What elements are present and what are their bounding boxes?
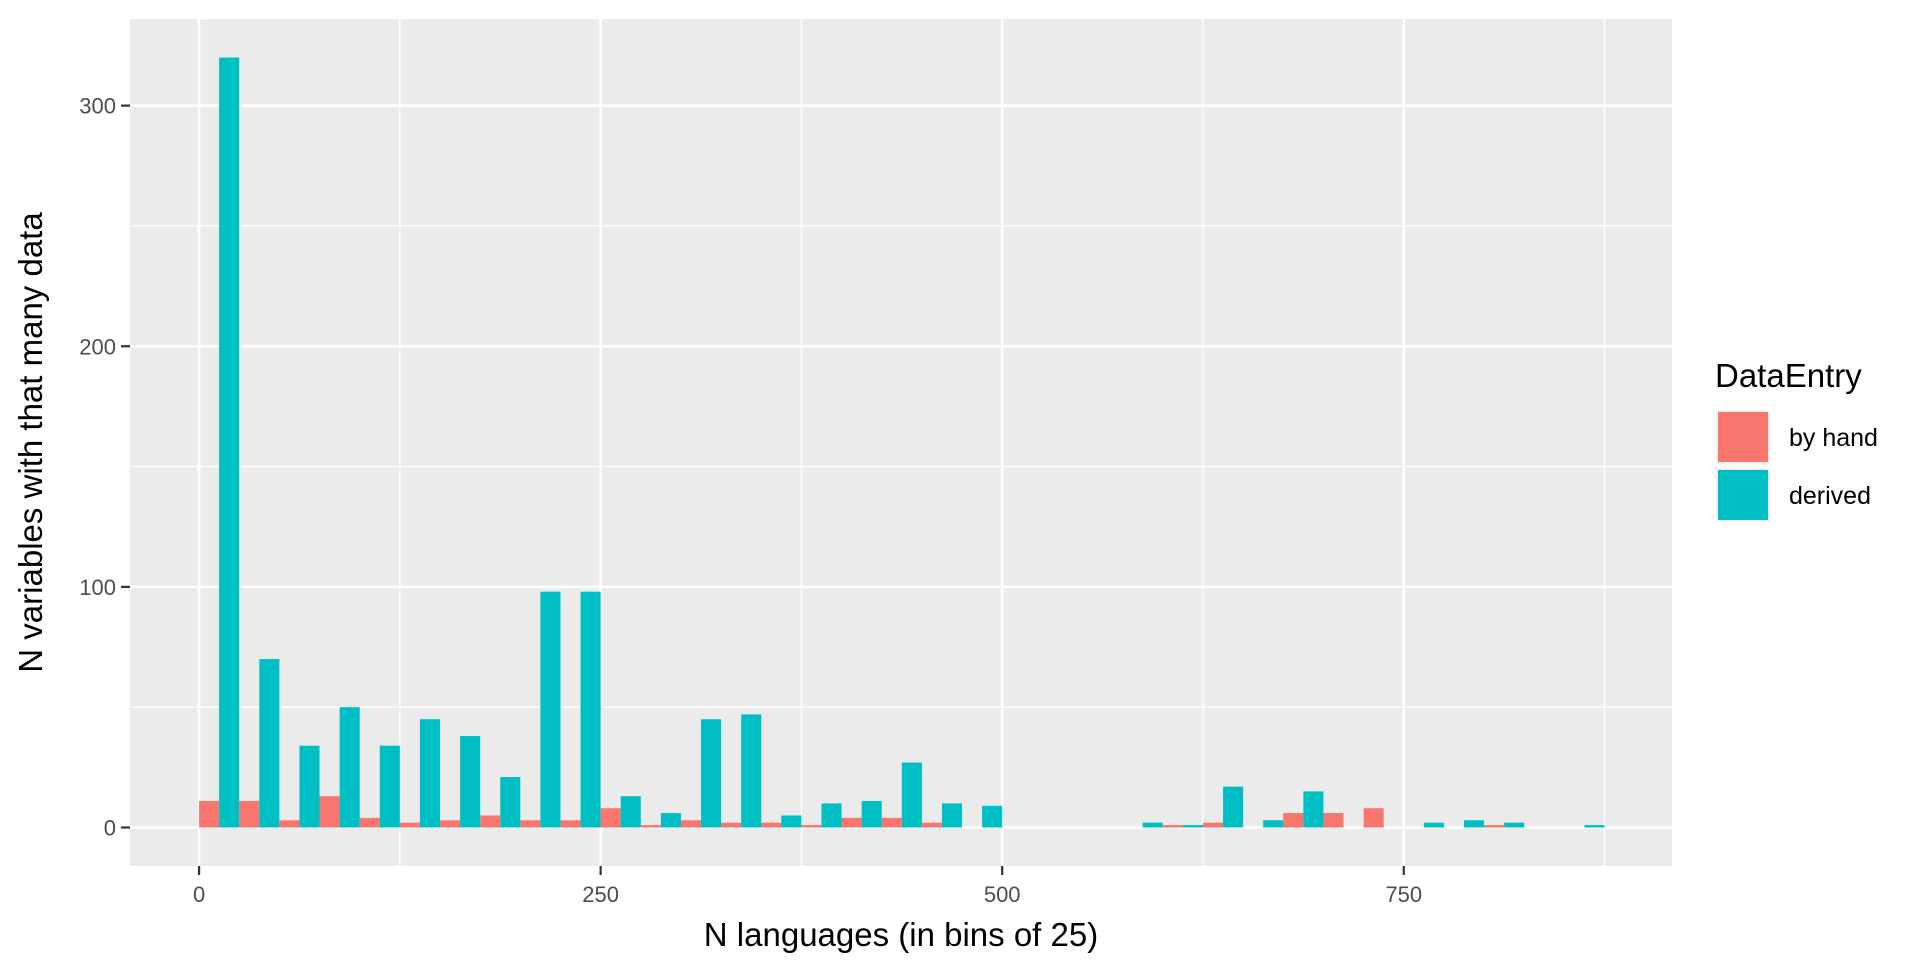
legend-label: by hand bbox=[1789, 424, 1878, 452]
bar-by-hand bbox=[399, 822, 420, 828]
bars bbox=[199, 57, 1605, 828]
bar-derived bbox=[460, 736, 481, 828]
legend-label: derived bbox=[1789, 482, 1871, 510]
bar-by-hand bbox=[881, 817, 902, 828]
y-tick-label: 0 bbox=[104, 816, 116, 841]
bar-derived bbox=[620, 796, 641, 828]
bar-by-hand bbox=[239, 801, 260, 828]
bar-by-hand bbox=[560, 820, 581, 828]
bar-derived bbox=[540, 591, 561, 828]
bar-derived bbox=[299, 745, 320, 828]
bar-by-hand bbox=[600, 808, 621, 828]
bar-by-hand bbox=[1162, 825, 1183, 828]
y-tick-label: 200 bbox=[79, 334, 116, 359]
x-axis-ticks: 0 250 500 750 bbox=[193, 866, 1422, 907]
bar-by-hand bbox=[921, 822, 942, 828]
bar-derived bbox=[259, 659, 280, 828]
bar-by-hand bbox=[801, 825, 822, 828]
x-axis-title: N languages (in bins of 25) bbox=[704, 916, 1098, 953]
bar-by-hand bbox=[480, 815, 501, 828]
bar-derived bbox=[379, 745, 400, 828]
bar-derived bbox=[1303, 791, 1324, 828]
bar-derived bbox=[1463, 820, 1485, 828]
y-axis-ticks: 0 100 200 300 bbox=[79, 94, 130, 841]
bar-by-hand bbox=[319, 796, 340, 828]
bar-derived bbox=[941, 803, 963, 828]
legend-swatch bbox=[1718, 412, 1768, 462]
bar-derived bbox=[339, 707, 360, 828]
bar-derived bbox=[1504, 822, 1525, 828]
bar-derived bbox=[741, 714, 762, 828]
bar-derived bbox=[1584, 825, 1605, 828]
bar-by-hand bbox=[1484, 825, 1505, 828]
bar-derived bbox=[500, 776, 521, 828]
y-tick-label: 300 bbox=[79, 94, 116, 119]
bar-by-hand bbox=[520, 820, 541, 828]
legend: DataEntry by hand derived bbox=[1715, 357, 1878, 522]
bar-by-hand bbox=[279, 820, 300, 828]
bar-derived bbox=[419, 719, 441, 828]
bar-by-hand bbox=[440, 820, 461, 828]
x-tick-label: 500 bbox=[984, 882, 1021, 907]
bar-derived bbox=[660, 813, 681, 828]
bar-derived bbox=[1263, 820, 1284, 828]
bar-derived bbox=[1223, 786, 1244, 828]
bar-derived bbox=[901, 762, 922, 828]
minor-gridlines bbox=[130, 19, 1672, 866]
bar-derived bbox=[821, 803, 842, 828]
bar-by-hand bbox=[359, 817, 380, 828]
y-tick-label: 100 bbox=[79, 575, 116, 600]
bar-by-hand bbox=[721, 822, 742, 828]
bar-by-hand bbox=[1363, 808, 1384, 828]
x-tick-label: 750 bbox=[1385, 882, 1422, 907]
legend-title: DataEntry bbox=[1715, 357, 1862, 394]
bar-derived bbox=[1142, 822, 1163, 828]
x-tick-label: 250 bbox=[582, 882, 619, 907]
plot-panel bbox=[130, 19, 1672, 866]
bar-derived bbox=[701, 719, 722, 828]
bar-by-hand bbox=[841, 817, 862, 828]
major-gridlines bbox=[130, 19, 1672, 866]
legend-swatch bbox=[1718, 470, 1768, 520]
bar-by-hand bbox=[640, 825, 661, 828]
bar-by-hand bbox=[199, 801, 220, 828]
bar-by-hand bbox=[1283, 813, 1304, 828]
bar-derived bbox=[1182, 825, 1203, 828]
bar-by-hand bbox=[1323, 813, 1344, 828]
bar-derived bbox=[219, 57, 240, 828]
x-tick-label: 0 bbox=[193, 882, 205, 907]
bar-by-hand bbox=[761, 822, 782, 828]
bar-derived bbox=[861, 801, 882, 828]
bar-derived bbox=[580, 591, 601, 828]
bar-by-hand bbox=[1202, 822, 1224, 828]
bar-derived bbox=[982, 805, 1003, 828]
bar-by-hand bbox=[680, 820, 702, 828]
y-axis-title: N variables with that many data bbox=[12, 212, 49, 673]
bar-derived bbox=[781, 815, 802, 828]
bar-derived bbox=[1423, 822, 1444, 828]
